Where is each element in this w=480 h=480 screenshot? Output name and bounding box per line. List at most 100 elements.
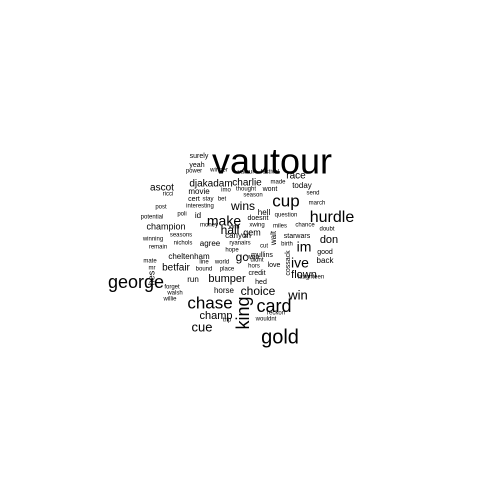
word-ricci: ricci [163, 192, 174, 198]
word-hurdle: hurdle [310, 209, 355, 226]
word-post: post [155, 205, 167, 211]
word-wins: wins [230, 199, 255, 213]
word-good: good [317, 249, 333, 256]
word-hall: hall [221, 223, 240, 237]
word-movie: movie [188, 187, 210, 196]
word-gem: gem [243, 227, 261, 237]
word-trip: trip [223, 318, 232, 324]
word-question: question [275, 213, 298, 219]
word-im: im [297, 239, 312, 255]
word-cup: cup [272, 191, 299, 210]
word-champ: champ [199, 310, 232, 322]
word-horse: horse [214, 286, 235, 295]
word-make: make [207, 213, 241, 229]
word-today: today [292, 181, 312, 190]
word-won: won [246, 254, 260, 261]
word-king: king [233, 296, 253, 329]
word-march: march [309, 201, 326, 207]
word-id: id [195, 211, 201, 220]
word-bumper: bumper [208, 273, 246, 285]
word-potential: potential [141, 215, 164, 221]
word-yeah: yeah [189, 162, 204, 169]
word-hell: hell [258, 208, 271, 217]
word-world: world [214, 260, 229, 266]
word-bound: bound [196, 267, 213, 273]
word-hope: hope [225, 248, 239, 254]
word-walt: walt [269, 230, 278, 246]
word-back: back [317, 256, 335, 265]
word-xwing: xwing [249, 223, 264, 229]
word-mate: mate [143, 259, 157, 265]
word-flown: flown [291, 269, 317, 281]
word-festival: festival [261, 170, 280, 176]
word-poli: poli [177, 212, 186, 218]
word-don: don [320, 234, 338, 246]
word-hors: hors [248, 264, 260, 270]
word-mr: mr [149, 266, 156, 272]
word-hed: hed [255, 279, 267, 286]
word-bet: bet [218, 197, 227, 203]
word-cossack: cossack [285, 250, 292, 276]
word-agree: agree [200, 239, 221, 248]
word-win: win [287, 287, 308, 302]
word-didnt: didnt [250, 258, 263, 264]
word-birth: birth [281, 242, 293, 248]
word-made: made [270, 180, 286, 186]
word-interesting: interesting [186, 204, 214, 210]
word-doesnt: doesnt [247, 215, 268, 222]
word-vatour: vatour [238, 170, 255, 176]
word-doubt: doubt [319, 227, 334, 233]
word-remain: remain [149, 245, 167, 251]
word-thought: thought [236, 187, 256, 193]
word-place: place [220, 267, 235, 273]
word-run: run [187, 275, 199, 284]
word-card: card [256, 296, 291, 316]
word-winner: winner [209, 168, 228, 174]
word-canyon: canyon [225, 231, 251, 240]
word-gc: gc [236, 250, 249, 264]
word-cue: cue [192, 319, 213, 334]
word-winning: winning [142, 237, 163, 243]
word-wouldnt: wouldnt [255, 317, 277, 323]
word-cheltenham: cheltenham [168, 252, 210, 261]
word-wont: wont [262, 186, 278, 193]
word-ascot: ascot [150, 183, 174, 194]
word-forget: forget [164, 285, 180, 291]
word-seasons: seasons [170, 233, 192, 239]
word-credit: credit [248, 270, 265, 277]
word-gold: gold [261, 326, 299, 348]
word-power: power [186, 169, 202, 175]
word-choice: choice [241, 284, 276, 298]
word-cert: cert [188, 196, 200, 203]
word-betfair: betfair [162, 263, 190, 274]
word-ryanairs: ryanairs [229, 241, 250, 247]
word-cut: cut [260, 244, 268, 250]
word-george: george [108, 272, 164, 292]
word-love: love [268, 262, 281, 269]
word-season: season [243, 193, 262, 199]
word-djakadam: djakadam [189, 179, 232, 190]
word-ive: ive [291, 255, 309, 271]
word-willie: willie [162, 297, 177, 303]
word-champion: champion [146, 221, 185, 231]
word-stay: stay [202, 197, 213, 203]
word-chase: chase [187, 293, 232, 312]
word-race: race [286, 171, 306, 182]
word-reckon: reckon [267, 311, 285, 317]
word-laughteen: laughteen [298, 275, 324, 281]
word-mullins: mullins [251, 252, 273, 259]
word-vvm: vvm [229, 225, 240, 231]
word-charlie: charlie [232, 178, 262, 189]
word-starwars: starwars [284, 233, 311, 240]
word-send: send [306, 191, 319, 197]
word-imo: imo [221, 188, 231, 194]
word-line: line [199, 260, 209, 266]
word-hes: hes [146, 270, 156, 285]
word-miles: miles [273, 224, 287, 230]
word-vautour: vautour [212, 141, 332, 182]
word-money: money [200, 223, 218, 229]
word-nichols: nichols [174, 241, 193, 247]
word-surely: surely [190, 153, 209, 160]
word-chance: chance [295, 223, 315, 229]
